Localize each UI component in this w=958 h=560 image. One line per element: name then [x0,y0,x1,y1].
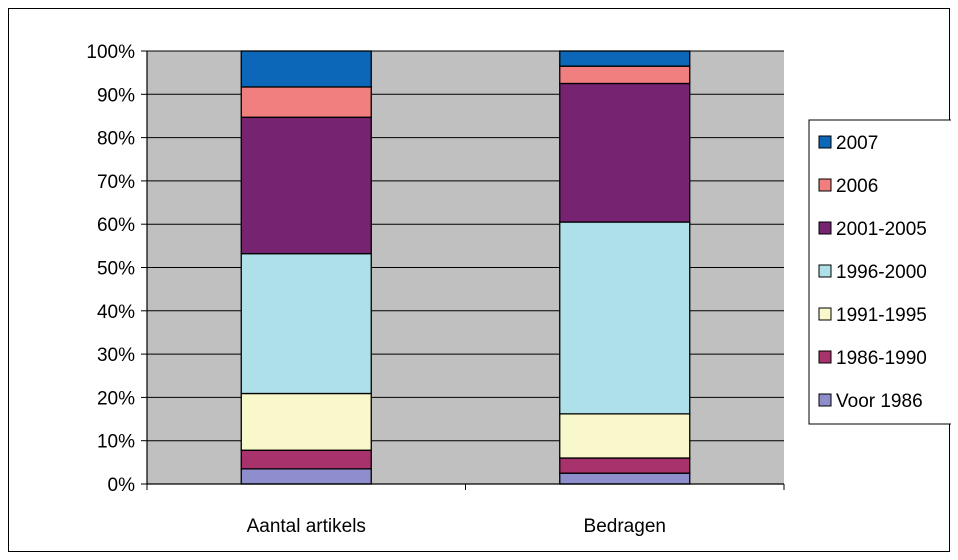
bar-segment [240,86,372,118]
bar-segment [240,252,372,395]
stacked-bar-chart: 0% 10% 20% 30% 40% 50% 60% 70% 80% 90% 100% Aantal … [86,42,951,537]
bar-segment [240,392,372,451]
legend-label: 2007 [836,133,878,154]
bar-segment [559,50,691,67]
y-tick-label: 50% [97,259,135,280]
legend-label: 1991-1995 [836,305,927,326]
legend-swatch [818,135,832,149]
bars [240,50,691,485]
y-tick-label: 0% [108,475,136,496]
legend-swatch [818,178,832,192]
legend-box [808,119,951,425]
legend-swatch [818,307,832,321]
legend-label: 1996-2000 [836,262,927,283]
x-tick-label: Bedragen [584,516,666,537]
bar-segment [559,65,691,85]
legend-label: 1986-1990 [836,348,927,369]
bar-segment [240,50,372,88]
y-tick-label: 20% [97,388,135,409]
legend-label: Voor 1986 [836,391,923,412]
y-tick-label: 80% [97,129,135,150]
y-tick-label: 70% [97,172,135,193]
bar-segment [559,413,691,459]
y-tick-label: 40% [97,302,135,323]
bar-segment [240,449,372,470]
axes: 0% 10% 20% 30% 40% 50% 60% 70% 80% 90% 100% Aantal … [86,42,785,537]
bar-segment [559,221,691,415]
bar-segment [559,457,691,474]
y-tick-label: 10% [97,432,135,453]
legend-label: 2006 [836,176,878,197]
x-tick-label: Aantal artikels [247,516,366,537]
legend-swatch [818,221,832,235]
legend-swatch [818,264,832,278]
bar-segment [559,472,691,485]
legend-swatch [818,393,832,407]
bar-segment [240,116,372,255]
legend-swatch [818,350,832,364]
y-tick-label: 60% [97,215,135,236]
legend-label: 2001-2005 [836,219,927,240]
bar-segment [559,82,691,223]
y-tick-label: 30% [97,345,135,366]
legend: 2007 2006 2001-2005 1996-2000 1991-1995 1986-… [808,119,951,425]
chart-frame: 0% 10% 20% 30% 40% 50% 60% 70% 80% 90% 100% Aantal … [8,8,951,552]
y-tick-label: 90% [97,85,135,106]
bar-segment [240,468,372,485]
y-tick-label: 100% [86,42,135,63]
